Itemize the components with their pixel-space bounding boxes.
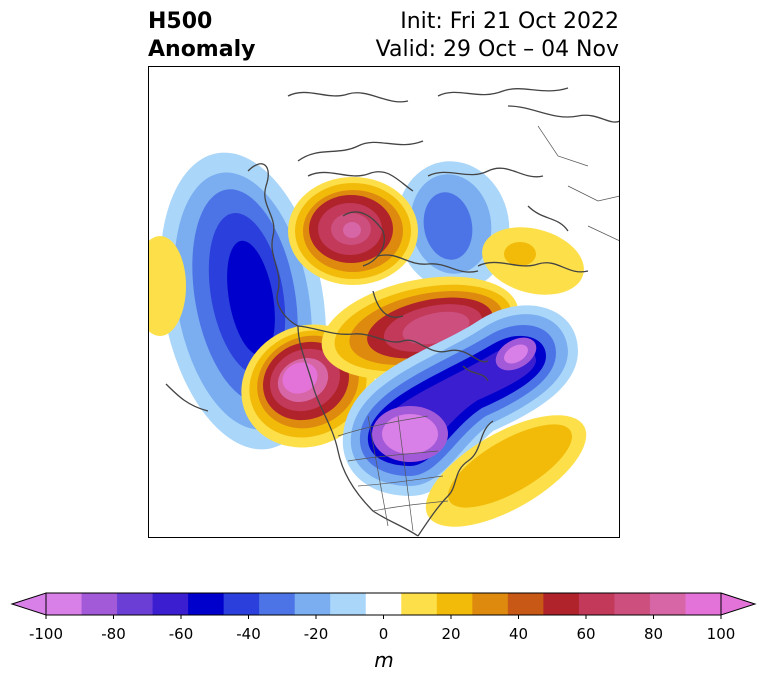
anomaly-contour [482, 227, 584, 295]
colorbar-cell [46, 593, 83, 615]
anomaly-contour [504, 344, 528, 364]
coastlines [165, 87, 620, 537]
colorbar-cell [294, 593, 331, 615]
anomaly-feature-pacific-ridge [148, 236, 186, 336]
anomaly-label: Anomaly [148, 37, 256, 62]
anomaly-feature-polar-ridge [288, 177, 418, 285]
colorbar: -100 -80 -60 -40 -20 0 20 40 60 80 100 m [10, 592, 757, 672]
anomaly-map [148, 66, 620, 538]
colorbar-cell [649, 593, 686, 615]
colorbar-cell [81, 593, 118, 615]
colorbar-ticks: -100 -80 -60 -40 -20 0 20 40 60 80 100 [29, 615, 735, 643]
colorbar-tick-label: -20 [304, 625, 329, 643]
colorbar-tick-label: 20 [441, 625, 460, 643]
colorbar-cell [223, 593, 260, 615]
colorbar-extend-high [720, 592, 757, 616]
colorbar-tick-label: -60 [169, 625, 194, 643]
colorbar-cell [543, 593, 580, 615]
colorbar-tick-label: 80 [644, 625, 663, 643]
colorbar-cell [259, 593, 296, 615]
colorbar-tick-label: -40 [236, 625, 261, 643]
colorbar-cell [685, 593, 722, 615]
borders [337, 125, 620, 532]
anomaly-contour [148, 236, 186, 336]
colorbar-cell [507, 593, 544, 615]
colorbar-tick-label: 40 [509, 625, 528, 643]
colorbar-cell [152, 593, 189, 615]
valid-date: Valid: 29 Oct – 04 Nov [375, 37, 619, 62]
colorbar-cell [365, 593, 402, 615]
anomaly-contour [504, 242, 536, 266]
map-title: H500 Anomaly [148, 8, 255, 64]
colorbar-tick-label: 100 [707, 625, 736, 643]
anomaly-contour [448, 424, 572, 508]
colorbar-cell [614, 593, 651, 615]
anomaly-feature-eastern-trough [342, 305, 578, 496]
colorbar-cell [117, 593, 154, 615]
colorbar-tick-label: 60 [576, 625, 595, 643]
colorbar-cell [330, 593, 367, 615]
variable-label: H500 [148, 9, 213, 34]
anomaly-feature-europe-ridge [482, 227, 584, 295]
colorbar-unit: m [374, 648, 393, 672]
colorbar-tick-label: -80 [101, 625, 126, 643]
anomaly-contour [227, 240, 275, 356]
colorbar-extend-low [10, 592, 47, 616]
map-frame [148, 66, 620, 538]
anomaly-contour [382, 414, 438, 454]
map-dates: Init: Fri 21 Oct 2022 Valid: 29 Oct – 04… [376, 8, 619, 64]
colorbar-cell [578, 593, 615, 615]
anomaly-contour [343, 222, 361, 238]
anomaly-contour [423, 192, 473, 260]
colorbar-tick-label: -100 [29, 625, 63, 643]
colorbar-cell [401, 593, 438, 615]
colorbar-cells [46, 593, 722, 615]
init-date: Init: Fri 21 Oct 2022 [400, 9, 619, 34]
anomaly-feature-arctic-trough [396, 161, 510, 291]
colorbar-cell [436, 593, 473, 615]
colorbar-cell [188, 593, 225, 615]
colorbar-tick-label: 0 [379, 625, 389, 643]
colorbar-cell [472, 593, 509, 615]
anomaly-feature-atlantic-ridge [425, 415, 587, 527]
